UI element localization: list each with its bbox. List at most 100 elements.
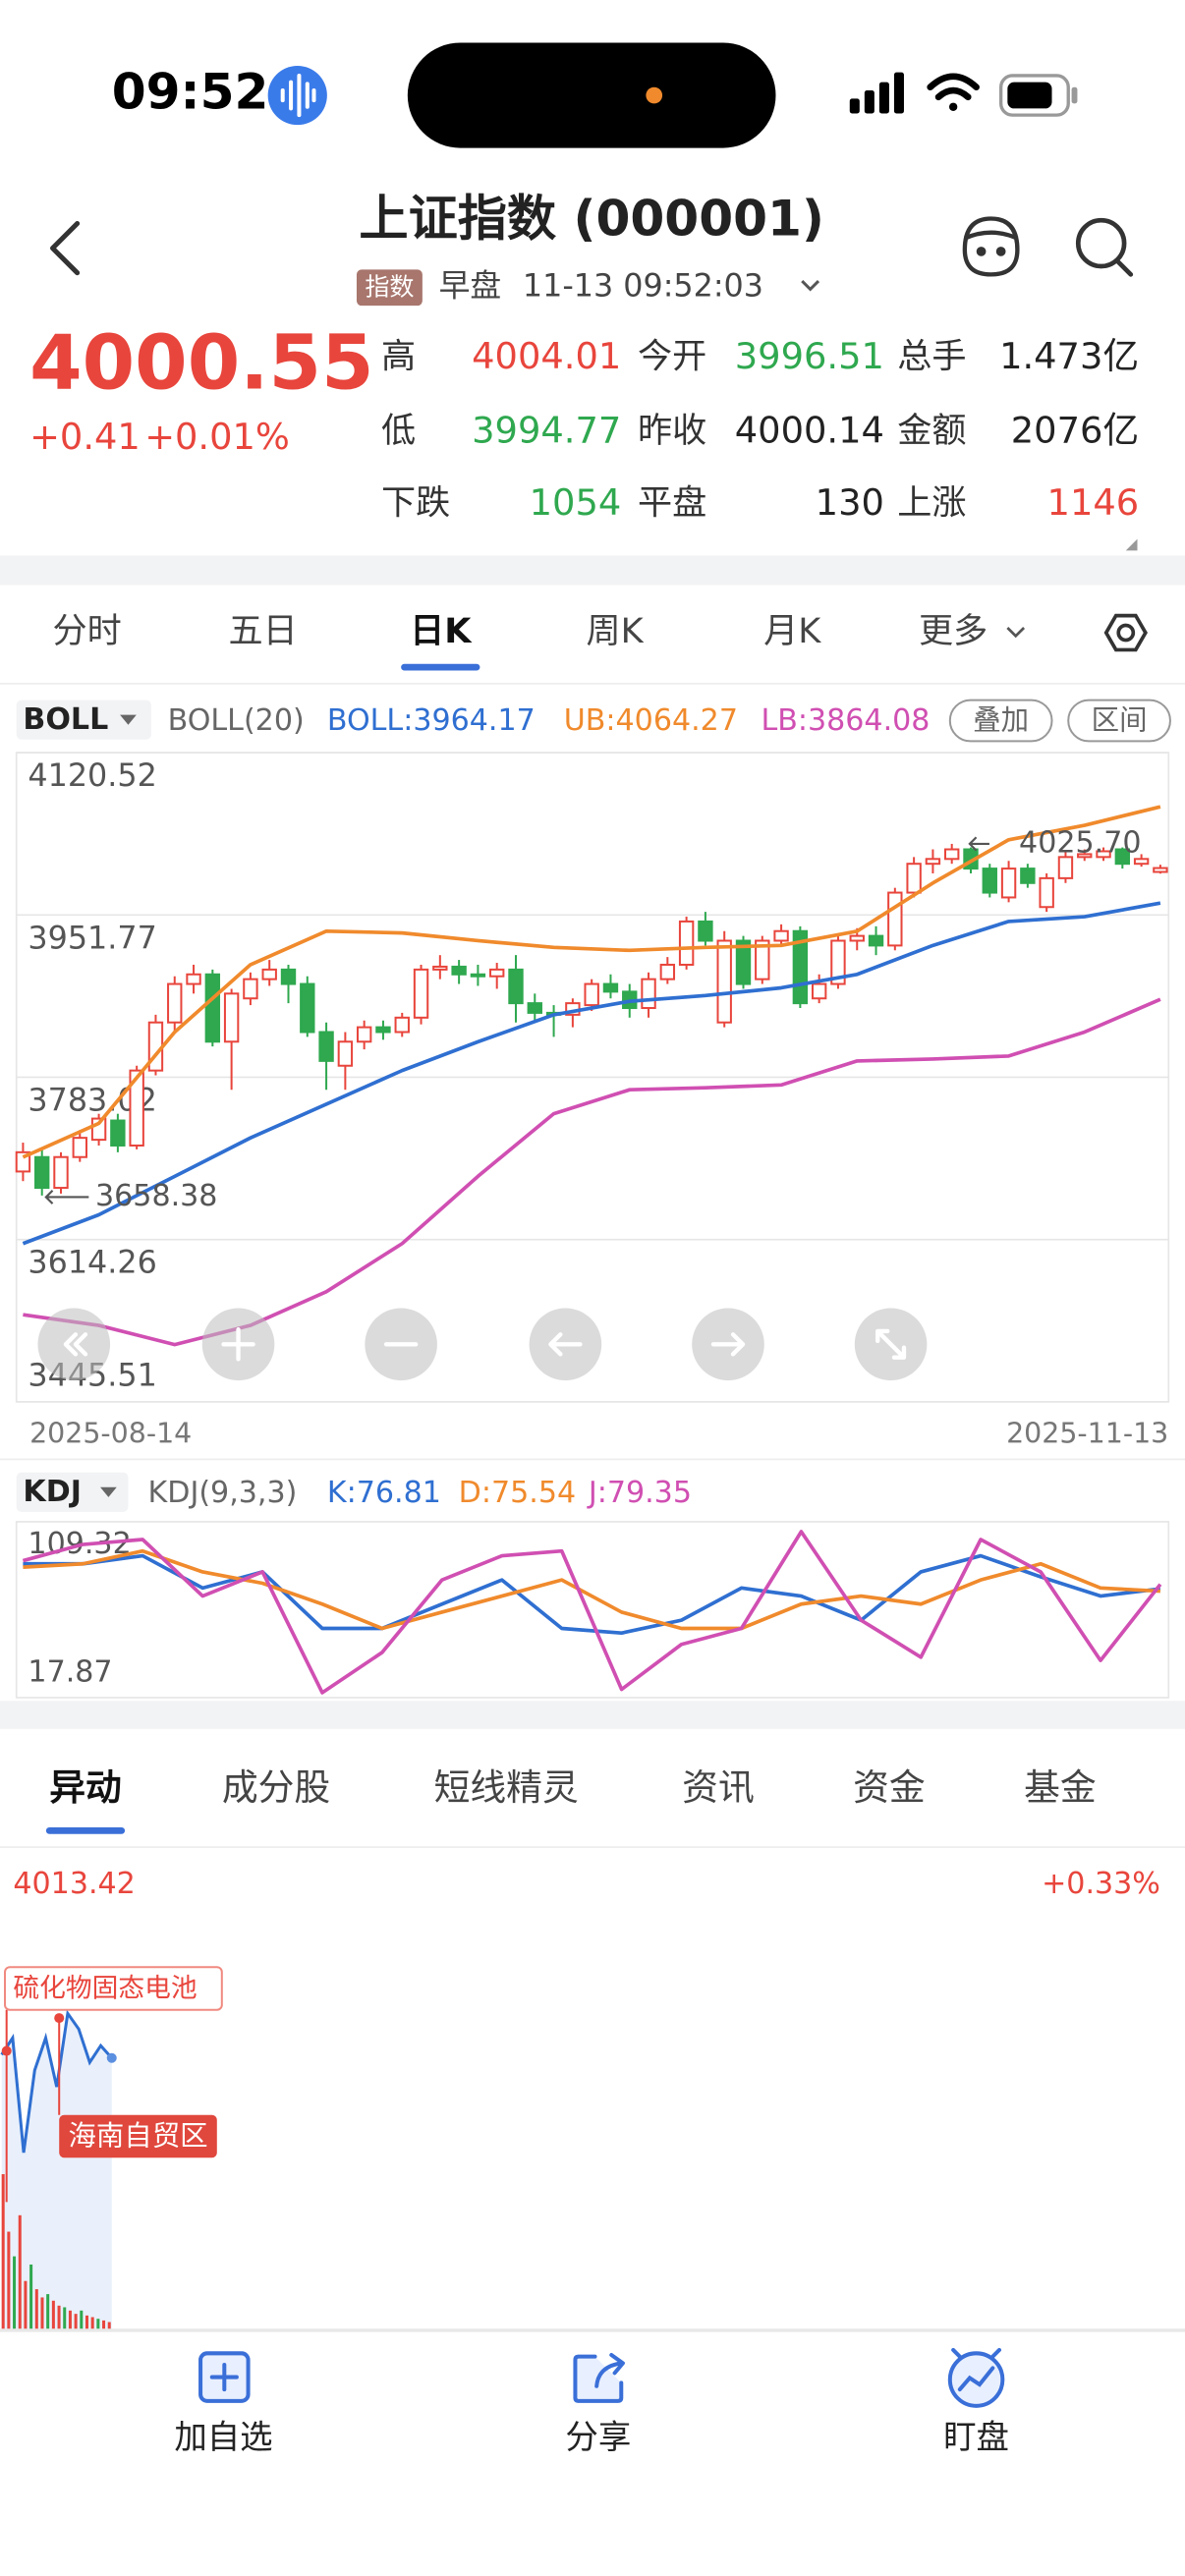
zoom-icon xyxy=(875,1328,907,1360)
signal-icon xyxy=(849,72,904,114)
button-frame[interactable] xyxy=(948,699,1053,743)
zoom-controls xyxy=(37,1308,928,1381)
period-tab[interactable]: 更多 xyxy=(919,611,988,651)
tag-box[interactable] xyxy=(4,1966,223,2011)
stat-label: 低 xyxy=(381,411,416,451)
candle-body xyxy=(53,1155,69,1190)
indicator-params: BOLL(20) xyxy=(168,703,305,738)
kdj-legend-item: K:76.81 xyxy=(327,1476,441,1510)
stat-value: 130 xyxy=(816,481,884,524)
kdj-params: KDJ(9,3,3) xyxy=(148,1476,298,1510)
stat-value: 1.473亿 xyxy=(999,335,1139,377)
price: 4000.55 xyxy=(29,320,373,408)
period-tab[interactable]: 五日 xyxy=(229,611,298,651)
candle-body xyxy=(906,863,922,894)
candle-body xyxy=(1077,853,1093,859)
period-tab[interactable]: 周K xyxy=(587,611,645,651)
button-label[interactable]: 区间 xyxy=(1092,703,1148,736)
toolbar-label[interactable]: 加自选 xyxy=(174,2418,272,2456)
candle-body xyxy=(755,939,770,980)
period-tab[interactable]: 分时 xyxy=(53,611,122,651)
volume-bar xyxy=(68,2310,72,2330)
tag-dot xyxy=(54,2013,65,2024)
detail-tab[interactable]: 资金 xyxy=(853,1766,926,1809)
volume-bar xyxy=(57,2305,61,2330)
candle-body xyxy=(223,992,240,1043)
settings-icon[interactable] xyxy=(1103,613,1148,652)
volume-bar xyxy=(102,2320,106,2330)
share-icon[interactable] xyxy=(573,2352,625,2403)
stat-label: 金额 xyxy=(897,411,966,451)
stat-value: 3996.51 xyxy=(735,335,884,377)
boll-line xyxy=(22,901,1161,1246)
candle-body xyxy=(1114,848,1131,866)
kdj-legend-item: J:79.35 xyxy=(587,1476,692,1510)
volume-bar xyxy=(1,2173,5,2330)
button-label[interactable]: 叠加 xyxy=(973,703,1029,736)
zoom-icon xyxy=(221,1327,255,1362)
change-pct: +0.01% xyxy=(144,416,290,458)
intraday-area xyxy=(1,2013,112,2330)
stat-value: 1054 xyxy=(530,481,622,524)
candle-body xyxy=(300,982,315,1034)
detail-tab[interactable]: 基金 xyxy=(1024,1766,1097,1809)
tab-underline xyxy=(45,1827,126,1834)
toolbar-label[interactable]: 盯盘 xyxy=(943,2418,1009,2456)
kdj-select[interactable] xyxy=(16,1472,129,1512)
dynamic-island xyxy=(407,42,776,148)
stat-value: 3994.77 xyxy=(472,409,621,451)
candle-body xyxy=(129,1069,144,1147)
stat-label: 下跌 xyxy=(381,483,450,524)
indicator-select[interactable] xyxy=(16,700,151,740)
high-label: 4025.70 xyxy=(1019,825,1141,860)
volume-bar xyxy=(90,2317,94,2330)
page-title: 上证指数 (000001) xyxy=(359,189,823,247)
period-tab[interactable]: 月K xyxy=(763,611,821,651)
y-tick-label: 3951.77 xyxy=(28,921,156,956)
candle-body xyxy=(527,1002,542,1014)
candle-body xyxy=(394,1016,410,1034)
detail-tab[interactable]: 资讯 xyxy=(682,1766,755,1809)
candle-body xyxy=(925,858,941,866)
kdj-name: KDJ xyxy=(23,1475,81,1509)
add-icon[interactable] xyxy=(198,2351,251,2403)
volume-bar xyxy=(13,2256,17,2330)
back-button[interactable] xyxy=(50,221,81,276)
tag-box[interactable] xyxy=(59,2114,217,2158)
toolbar-label[interactable]: 分享 xyxy=(565,2418,631,2456)
candle-body xyxy=(944,848,960,861)
volume-bar xyxy=(46,2294,50,2330)
expand-corner[interactable] xyxy=(1125,538,1138,551)
period-tab[interactable]: 日K xyxy=(410,611,473,651)
stat-label: 平盘 xyxy=(638,483,706,524)
time-dropdown[interactable] xyxy=(801,280,820,292)
candle-body xyxy=(186,973,201,985)
end-date: 2025-11-13 xyxy=(1006,1417,1168,1449)
candle-body xyxy=(432,965,448,971)
assistant-icon[interactable] xyxy=(962,216,1020,277)
wifi-icon xyxy=(927,73,980,111)
volume-bar xyxy=(34,2289,38,2330)
intraday-line xyxy=(0,2009,113,2154)
candle-body xyxy=(641,978,656,1010)
camera-dot xyxy=(646,86,663,104)
search-icon[interactable] xyxy=(1075,217,1134,277)
candle-body xyxy=(1039,876,1054,909)
separator xyxy=(0,1701,1185,1729)
detail-tab[interactable]: 异动 xyxy=(49,1766,122,1809)
zoom-icon xyxy=(710,1332,746,1357)
change: +0.41 xyxy=(29,416,141,458)
tag-label[interactable]: 海南自贸区 xyxy=(68,2119,207,2152)
volume-bar xyxy=(107,2322,111,2330)
candle-body xyxy=(868,934,884,947)
low-arrow xyxy=(44,1190,89,1204)
detail-tab[interactable]: 成分股 xyxy=(222,1766,330,1809)
boll-legend-item: UB:4064.27 xyxy=(564,703,738,738)
stat-label: 总手 xyxy=(897,337,966,377)
button-frame[interactable] xyxy=(1067,699,1171,743)
watch-icon[interactable] xyxy=(947,2347,1005,2408)
tag-label[interactable]: 硫化物固态电池 xyxy=(13,1973,197,2003)
detail-tab[interactable]: 短线精灵 xyxy=(434,1766,579,1809)
start-date: 2025-08-14 xyxy=(29,1417,192,1449)
